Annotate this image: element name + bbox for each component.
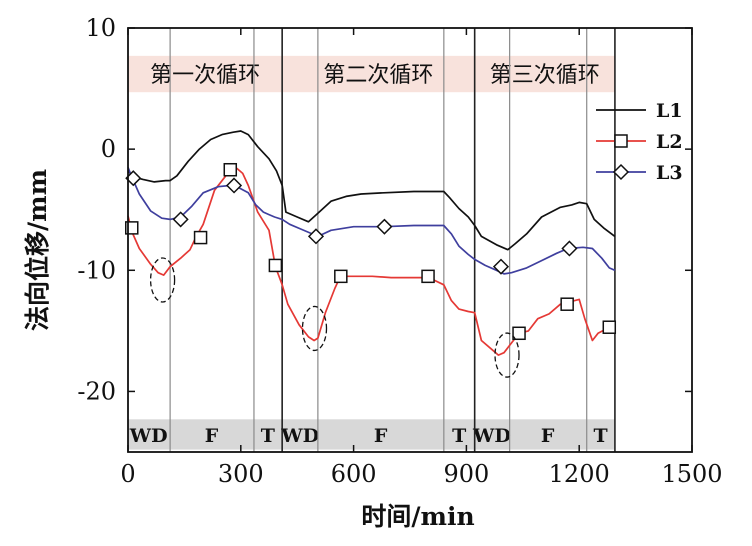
phase-label: F bbox=[541, 425, 555, 447]
phase-label: F bbox=[374, 425, 388, 447]
phase-label: WD bbox=[472, 425, 511, 447]
x-tick-label: 1500 bbox=[661, 460, 722, 488]
cycle-label: 第二次循环 bbox=[323, 63, 433, 88]
x-tick-label: 0 bbox=[120, 460, 135, 488]
y-tick-label: 0 bbox=[101, 135, 116, 163]
y-tick-label: -20 bbox=[77, 377, 116, 405]
l3-marker bbox=[172, 211, 189, 228]
plot-frame bbox=[127, 27, 693, 453]
cycle-label: 第一次循环 bbox=[150, 63, 260, 88]
phase-label: F bbox=[205, 425, 219, 447]
l3-marker bbox=[225, 177, 243, 194]
highlight-ellipses-layer bbox=[149, 257, 520, 378]
x-tick-label: 900 bbox=[443, 460, 489, 488]
l2-marker bbox=[223, 162, 238, 177]
legend-label-l2: L2 bbox=[656, 131, 683, 153]
phase-label: T bbox=[261, 425, 275, 447]
legend: L1 L2 L3 bbox=[596, 100, 683, 184]
phase-label: T bbox=[594, 425, 608, 447]
legend-label-l3: L3 bbox=[656, 162, 683, 184]
phase-band bbox=[128, 419, 615, 450]
markers-layer bbox=[125, 162, 617, 341]
x-tick-label: 300 bbox=[218, 460, 264, 488]
l2-marker bbox=[512, 326, 526, 341]
highlight-ellipse bbox=[149, 257, 176, 303]
l2-marker bbox=[560, 297, 574, 311]
l2-marker bbox=[268, 258, 283, 273]
x-tick-label: 600 bbox=[331, 460, 377, 488]
x-tick-label: 1200 bbox=[549, 460, 610, 488]
l2-marker bbox=[334, 269, 348, 284]
series-line-l3 bbox=[127, 166, 616, 275]
legend-marker-l3 bbox=[612, 163, 630, 181]
cycle-label: 第三次循环 bbox=[490, 63, 600, 88]
series-line-l1 bbox=[127, 130, 616, 251]
y-axis-label: 法向位移/mm bbox=[23, 169, 52, 331]
phase-label: WD bbox=[280, 425, 319, 447]
l3-marker bbox=[561, 240, 578, 257]
legend-marker-l2 bbox=[614, 134, 628, 148]
y-tick-label: -10 bbox=[77, 256, 116, 284]
highlight-ellipse bbox=[494, 332, 520, 378]
legend-label-l1: L1 bbox=[656, 100, 683, 122]
l2-marker bbox=[421, 269, 435, 284]
x-axis-label: 时间/min bbox=[361, 502, 474, 531]
phase-dividers-layer bbox=[169, 28, 616, 452]
phase-label: T bbox=[452, 425, 466, 447]
axes-layer: 0 300 600 900 1200 1500 10 0 -10 -20 bbox=[77, 14, 722, 488]
l2-marker bbox=[602, 320, 617, 334]
cycle-band bbox=[128, 55, 615, 93]
y-tick-label: 10 bbox=[85, 14, 116, 42]
phase-label: WD bbox=[129, 425, 168, 447]
highlight-ellipse bbox=[301, 305, 328, 352]
l3-marker bbox=[307, 228, 325, 245]
l3-marker bbox=[492, 258, 510, 275]
l3-marker bbox=[376, 218, 393, 235]
l2-marker bbox=[193, 230, 208, 245]
